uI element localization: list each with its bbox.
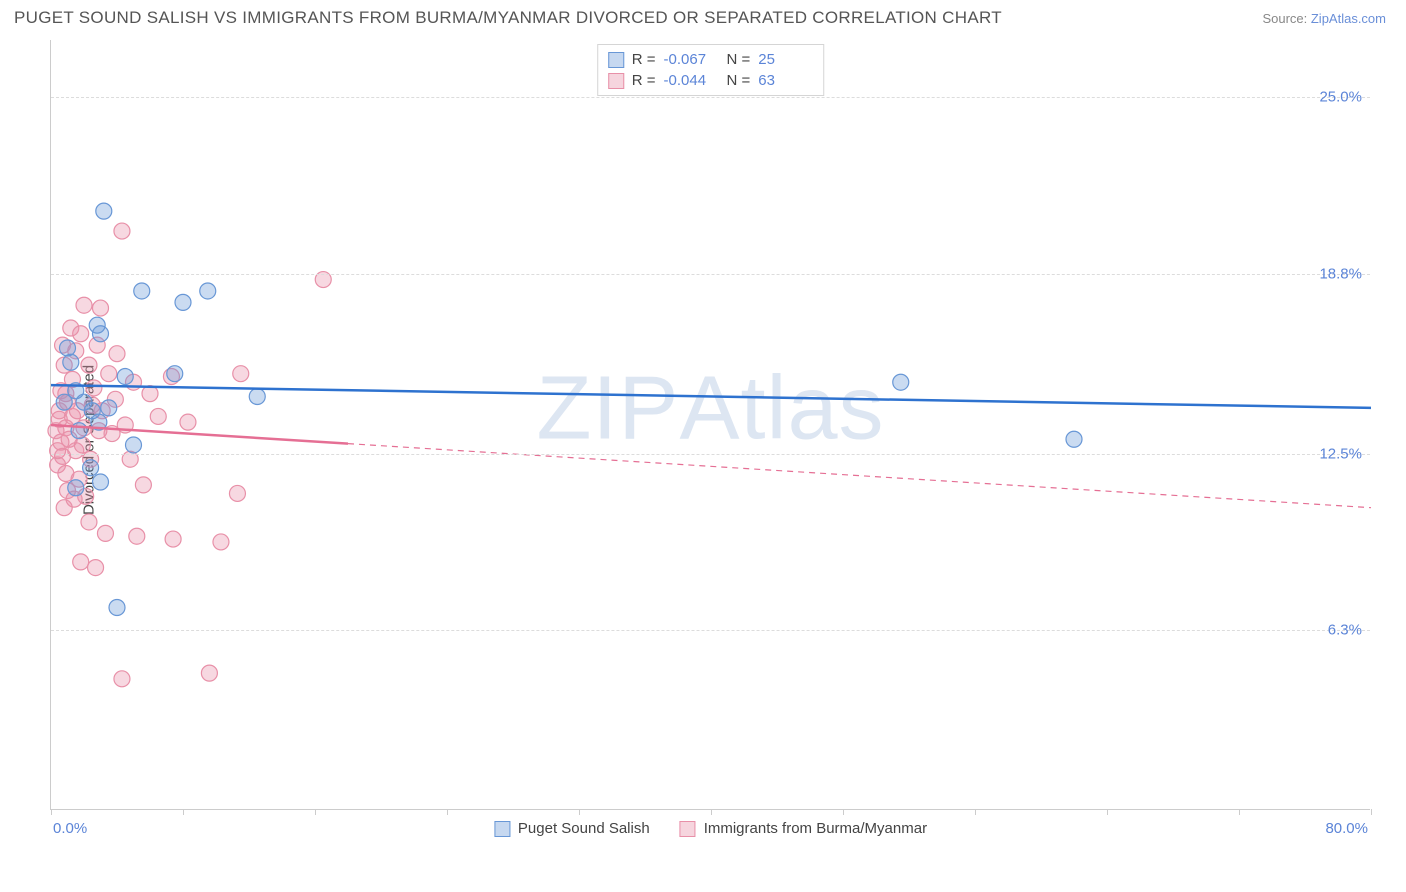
source-attribution: Source: ZipAtlas.com bbox=[1262, 11, 1386, 26]
n-value-1: 25 bbox=[758, 51, 813, 68]
y-tick-label: 12.5% bbox=[1319, 445, 1362, 462]
series-legend: Puget Sound Salish Immigrants from Burma… bbox=[494, 820, 927, 837]
n-value-2: 63 bbox=[758, 72, 813, 89]
x-axis-max-label: 80.0% bbox=[1325, 820, 1368, 837]
swatch-series-1 bbox=[494, 821, 510, 837]
source-link[interactable]: ZipAtlas.com bbox=[1311, 11, 1386, 26]
n-label: N = bbox=[727, 51, 751, 68]
legend-item-series-2: Immigrants from Burma/Myanmar bbox=[680, 820, 927, 837]
legend-row-series-1: R = -0.067 N = 25 bbox=[608, 49, 814, 70]
swatch-series-1 bbox=[608, 52, 624, 68]
correlation-legend: R = -0.067 N = 25 R = -0.044 N = 63 bbox=[597, 44, 825, 96]
legend-row-series-2: R = -0.044 N = 63 bbox=[608, 70, 814, 91]
series-2-name: Immigrants from Burma/Myanmar bbox=[704, 820, 927, 837]
chart-container: Divorced or Separated ZIPAtlas R = -0.06… bbox=[44, 40, 1384, 840]
x-axis-min-label: 0.0% bbox=[53, 820, 87, 837]
r-label: R = bbox=[632, 51, 656, 68]
scatter-plot bbox=[51, 40, 1370, 809]
y-tick-label: 18.8% bbox=[1319, 265, 1362, 282]
swatch-series-2 bbox=[608, 73, 624, 89]
y-tick-label: 6.3% bbox=[1328, 622, 1362, 639]
swatch-series-2 bbox=[680, 821, 696, 837]
r-value-1: -0.067 bbox=[664, 51, 719, 68]
source-label: Source: bbox=[1262, 11, 1310, 26]
series-1-name: Puget Sound Salish bbox=[518, 820, 650, 837]
n-label: N = bbox=[727, 72, 751, 89]
y-tick-label: 25.0% bbox=[1319, 89, 1362, 106]
r-value-2: -0.044 bbox=[664, 72, 719, 89]
chart-title: PUGET SOUND SALISH VS IMMIGRANTS FROM BU… bbox=[14, 8, 1002, 28]
r-label: R = bbox=[632, 72, 656, 89]
legend-item-series-1: Puget Sound Salish bbox=[494, 820, 650, 837]
plot-area: ZIPAtlas R = -0.067 N = 25 R = -0.044 N … bbox=[50, 40, 1370, 810]
